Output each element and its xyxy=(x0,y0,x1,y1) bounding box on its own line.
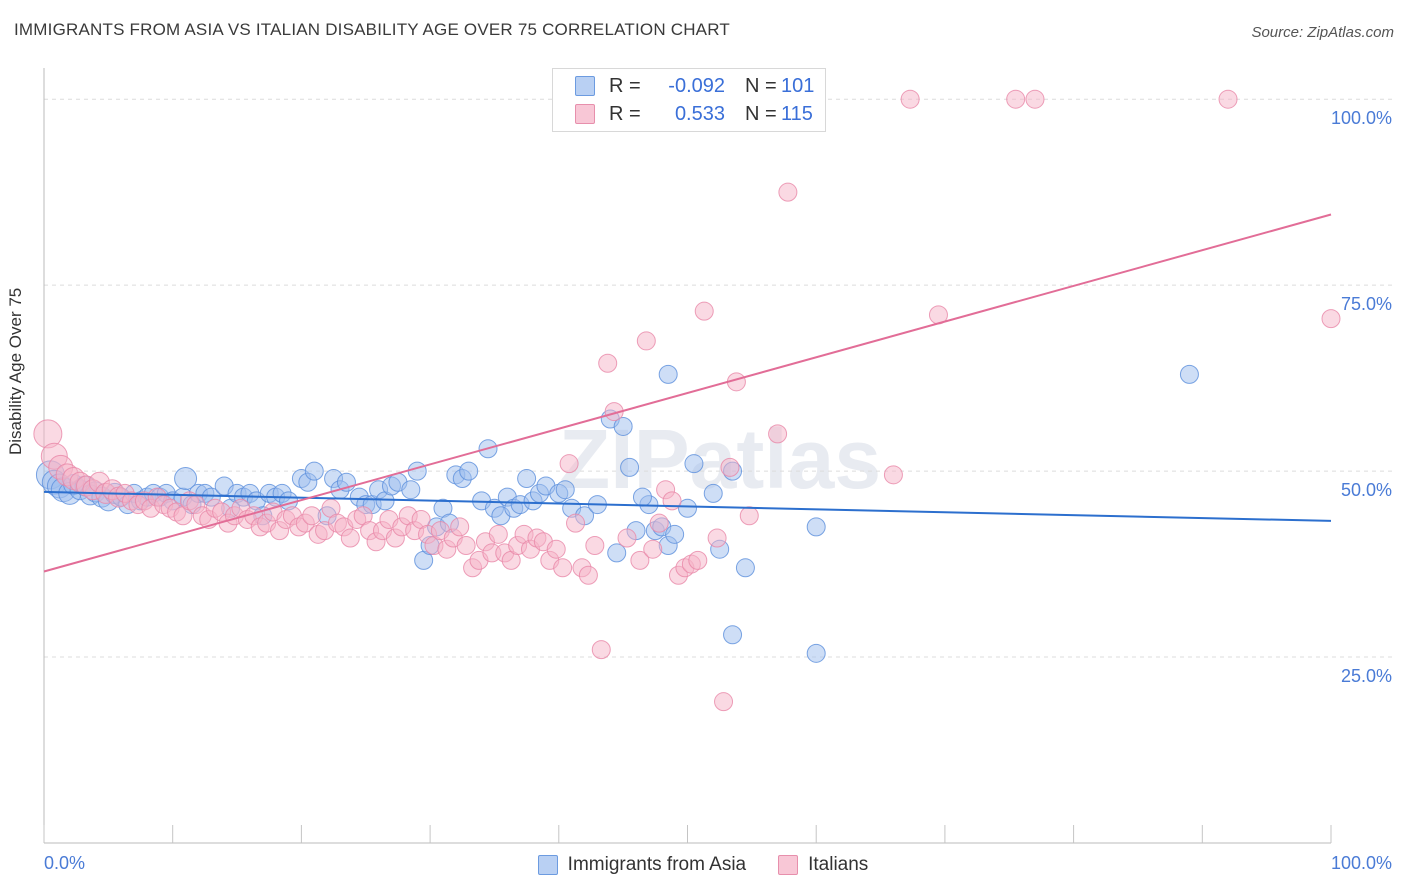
legend-n-label: N = xyxy=(745,74,777,97)
data-point-asia xyxy=(620,457,640,477)
data-point-italians xyxy=(1321,309,1341,329)
legend-swatch-asia xyxy=(575,76,595,96)
data-point-asia xyxy=(607,543,627,563)
bottom-legend-item-italians: Italians xyxy=(778,854,868,876)
data-point-italians xyxy=(768,424,788,444)
series-italians xyxy=(33,89,1341,712)
data-point-asia xyxy=(806,517,826,537)
data-point-italians xyxy=(591,640,611,660)
legend-row-italians: R = 0.533 N = 115 xyxy=(575,99,813,129)
data-point-italians xyxy=(688,550,708,570)
y-tick-label: 75.0% xyxy=(1341,294,1392,314)
legend-r-value: 0.533 xyxy=(674,102,725,125)
data-point-italians xyxy=(643,539,663,559)
data-point-italians xyxy=(883,465,903,485)
data-point-italians xyxy=(456,535,476,555)
data-point-italians xyxy=(778,182,798,202)
x-tick-label: 100.0% xyxy=(1331,853,1392,873)
data-point-asia xyxy=(806,643,826,663)
data-point-asia xyxy=(613,416,633,436)
legend-r-value: -0.092 xyxy=(668,74,725,97)
data-point-italians xyxy=(714,692,734,712)
data-point-italians xyxy=(720,457,740,477)
data-point-asia xyxy=(632,487,652,507)
data-point-italians xyxy=(636,331,656,351)
data-point-italians xyxy=(630,550,650,570)
bottom-legend: Immigrants from Asia Italians xyxy=(0,852,1406,878)
source-label: Source: ZipAtlas.com xyxy=(1251,24,1394,41)
data-point-italians xyxy=(302,506,322,526)
y-tick-label: 100.0% xyxy=(1331,108,1392,128)
legend-row-asia: R = -0.092 N = 101 xyxy=(575,71,814,101)
data-point-italians xyxy=(340,528,360,548)
data-point-italians xyxy=(707,528,727,548)
trend-line-italians xyxy=(43,213,1332,573)
data-point-italians xyxy=(598,353,618,373)
data-point-asia xyxy=(1179,364,1199,384)
data-point-italians xyxy=(578,565,598,585)
legend: R = -0.092 N = 101 R = 0.533 N = 115 xyxy=(552,68,826,132)
data-point-italians xyxy=(488,524,508,544)
legend-n-value: 115 xyxy=(781,102,813,125)
data-point-italians xyxy=(1025,89,1045,109)
data-point-italians xyxy=(585,535,605,555)
data-point-asia xyxy=(459,461,479,481)
legend-r-label: R = xyxy=(609,74,641,97)
data-point-italians xyxy=(1006,89,1026,109)
data-point-italians xyxy=(617,528,637,548)
y-tick-label: 25.0% xyxy=(1341,666,1392,686)
data-point-asia xyxy=(665,524,685,544)
data-point-asia xyxy=(517,469,537,489)
data-point-italians xyxy=(559,454,579,474)
bottom-legend-item-asia: Immigrants from Asia xyxy=(537,854,747,876)
data-point-asia xyxy=(723,625,743,645)
bottom-legend-label-asia: Immigrants from Asia xyxy=(567,854,747,875)
bottom-legend-swatch-asia xyxy=(537,855,558,875)
data-point-asia xyxy=(678,498,697,518)
data-point-italians xyxy=(649,513,669,533)
bottom-legend-label-italians: Italians xyxy=(808,854,869,875)
data-point-asia xyxy=(407,461,427,481)
bottom-legend-swatch-italians xyxy=(778,855,799,875)
data-point-italians xyxy=(553,558,573,578)
legend-r-label: R = xyxy=(609,102,641,125)
chart-title: IMMIGRANTS FROM ASIA VS ITALIAN DISABILI… xyxy=(14,20,730,39)
data-point-italians xyxy=(1218,89,1238,109)
data-point-italians xyxy=(546,539,566,559)
data-point-italians xyxy=(450,517,470,537)
legend-n-value: 101 xyxy=(781,74,815,97)
data-point-asia xyxy=(304,461,324,481)
data-point-asia xyxy=(703,483,723,503)
data-point-italians xyxy=(900,89,920,109)
legend-n-label: N = xyxy=(745,102,777,125)
trend-line-asia xyxy=(43,490,1332,522)
legend-swatch-italians xyxy=(575,104,595,124)
data-point-asia xyxy=(735,558,755,578)
tick-labels: 25.0% 50.0% 75.0% 100.0% 0.0% 100.0% xyxy=(44,108,1392,873)
data-point-italians xyxy=(694,301,714,321)
data-point-asia xyxy=(174,467,198,491)
data-point-italians xyxy=(739,506,759,526)
data-point-asia xyxy=(684,454,704,474)
data-point-asia xyxy=(555,480,575,500)
trend-lines xyxy=(43,213,1332,573)
x-tick-label: 0.0% xyxy=(44,853,85,873)
y-tick-label: 50.0% xyxy=(1341,480,1392,500)
data-point-asia xyxy=(401,480,421,500)
data-point-asia xyxy=(658,364,678,384)
data-point-italians xyxy=(566,513,586,533)
y-axis-label: Disability Age Over 75 xyxy=(6,287,25,455)
